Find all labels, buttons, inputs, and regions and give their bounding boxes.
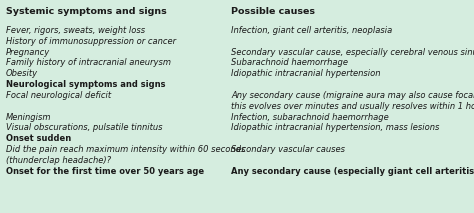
Text: Neurological symptoms and signs: Neurological symptoms and signs <box>6 80 165 89</box>
Text: Idiopathic intracranial hypertension, mass lesions: Idiopathic intracranial hypertension, ma… <box>231 123 440 132</box>
Text: Did the pain reach maximum intensity within 60 seconds
(thunderclap headache)?: Did the pain reach maximum intensity wit… <box>6 145 245 165</box>
Text: Focal neurological deficit: Focal neurological deficit <box>6 91 111 100</box>
Text: Secondary vascular causes: Secondary vascular causes <box>231 145 346 154</box>
Text: Fever, rigors, sweats, weight loss: Fever, rigors, sweats, weight loss <box>6 26 145 35</box>
Text: Possible causes: Possible causes <box>231 7 315 16</box>
Text: Infection, subarachnoid haemorrhage: Infection, subarachnoid haemorrhage <box>231 112 389 122</box>
Text: History of immunosuppression or cancer: History of immunosuppression or cancer <box>6 37 176 46</box>
Text: Obesity: Obesity <box>6 69 38 78</box>
Text: Systemic symptoms and signs: Systemic symptoms and signs <box>6 7 166 16</box>
Text: Idiopathic intracranial hypertension: Idiopathic intracranial hypertension <box>231 69 381 78</box>
Text: Onset sudden: Onset sudden <box>6 134 71 143</box>
Text: Meningism: Meningism <box>6 112 51 122</box>
Text: Any secondary cause (especially giant cell arteritis): Any secondary cause (especially giant ce… <box>231 167 474 176</box>
Text: Any secondary cause (migraine aura may also cause focal deficit, but
this evolve: Any secondary cause (migraine aura may a… <box>231 91 474 111</box>
Text: Infection, giant cell arteritis, neoplasia: Infection, giant cell arteritis, neoplas… <box>231 26 392 35</box>
Text: Secondary vascular cause, especially cerebral venous sinus thrombosis: Secondary vascular cause, especially cer… <box>231 47 474 56</box>
Text: Family history of intracranial aneurysm: Family history of intracranial aneurysm <box>6 58 171 67</box>
Text: Subarachnoid haemorrhage: Subarachnoid haemorrhage <box>231 58 348 67</box>
Text: Pregnancy: Pregnancy <box>6 47 50 56</box>
Text: Onset for the first time over 50 years age: Onset for the first time over 50 years a… <box>6 167 204 176</box>
Text: Visual obscurations, pulsatile tinnitus: Visual obscurations, pulsatile tinnitus <box>6 123 162 132</box>
